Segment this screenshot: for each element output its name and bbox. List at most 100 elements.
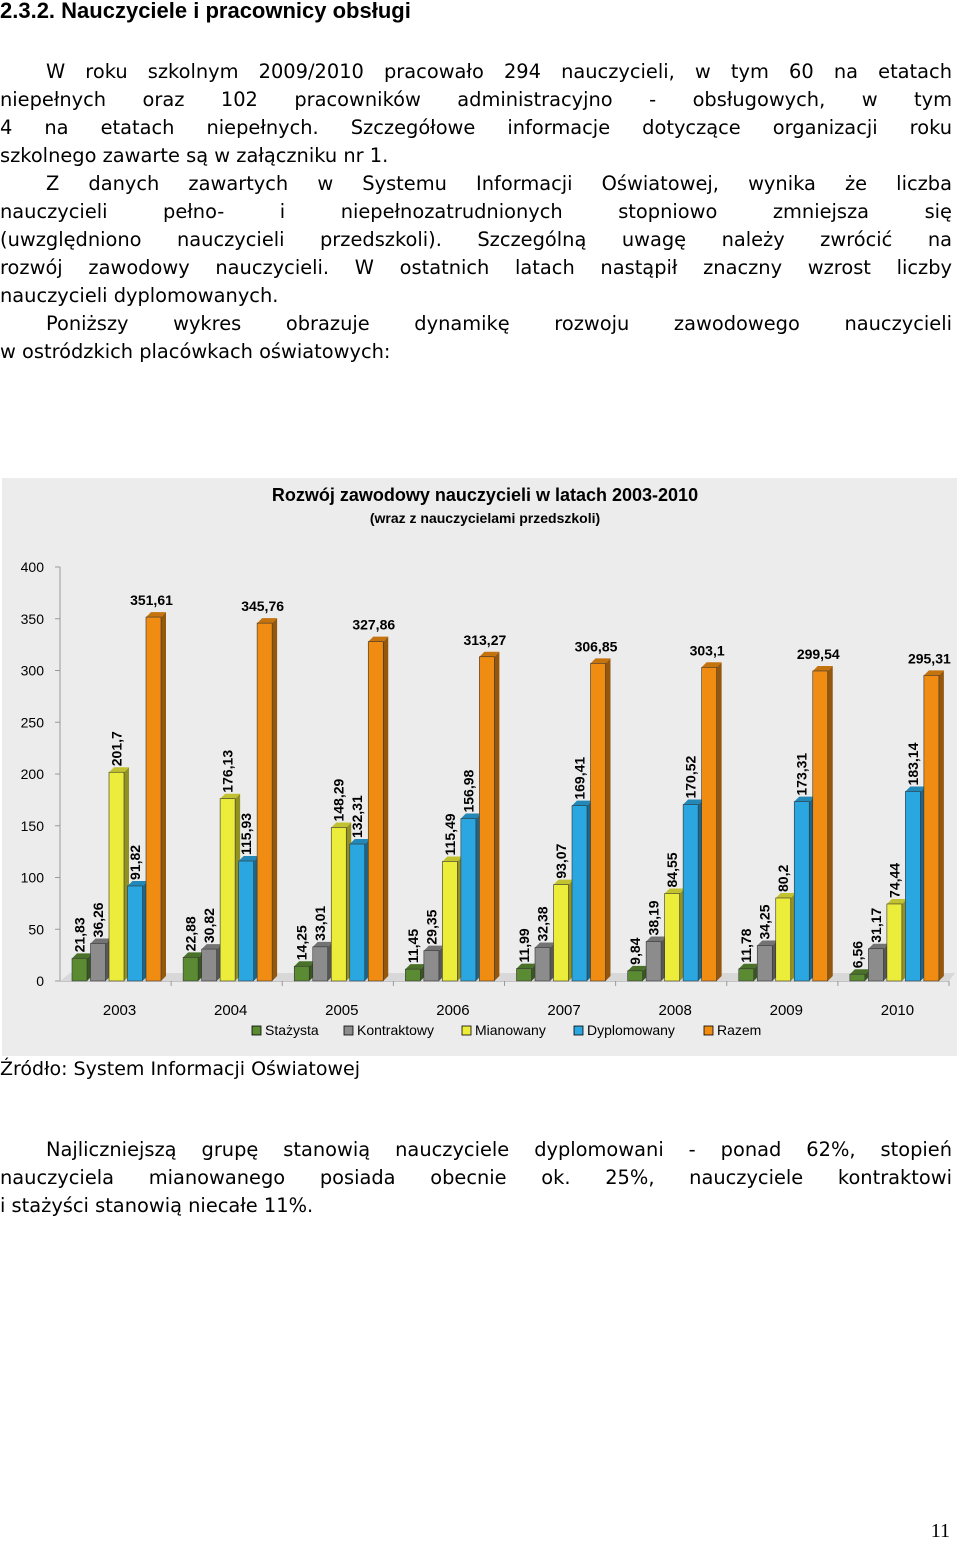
paragraph-line: nauczycieli pełno- i niepełnozatrudniony…	[0, 200, 952, 223]
x-tick-label: 2009	[770, 1002, 803, 1019]
data-label: 295,31	[908, 650, 951, 666]
data-label: 183,14	[905, 742, 921, 785]
bar	[571, 805, 588, 982]
paragraph-line: nauczyciela mianowanego posiada obecnie …	[0, 1166, 952, 1189]
legend-label: Kontraktowy	[357, 1022, 434, 1038]
legend-label: Stażysta	[265, 1022, 319, 1038]
data-label: 351,61	[130, 592, 173, 608]
bar	[627, 970, 643, 982]
bar	[738, 968, 755, 982]
data-label: 91,82	[127, 845, 143, 880]
bar	[849, 973, 866, 982]
bar-top	[757, 940, 778, 946]
bar-side	[494, 651, 500, 981]
x-tick-label: 2006	[436, 1002, 469, 1019]
data-label: 176,13	[220, 750, 236, 793]
bar-side	[272, 618, 278, 981]
data-label: 299,54	[797, 646, 840, 662]
bar-top	[90, 938, 111, 944]
chart-title: Rozwój zawodowy nauczycieli w latach 200…	[272, 485, 698, 505]
bar-top	[923, 670, 944, 676]
bar-side	[938, 670, 944, 981]
bar-top	[294, 961, 315, 967]
data-label: 115,49	[442, 813, 458, 855]
data-label: 313,27	[463, 632, 506, 648]
bar	[256, 622, 273, 982]
data-label: 33,01	[312, 906, 328, 941]
bar	[905, 791, 921, 982]
bar-top	[405, 964, 426, 970]
data-label: 93,07	[553, 843, 569, 878]
bar-top	[146, 612, 166, 618]
paragraph-line: 4 na etatach niepełnych. Szczegółowe inf…	[0, 116, 952, 139]
bar	[201, 948, 217, 982]
data-label: 34,25	[757, 904, 773, 939]
data-label: 115,93	[238, 813, 254, 855]
bar-side	[716, 662, 722, 981]
bar	[756, 945, 773, 982]
bar-top	[516, 963, 537, 969]
paragraph-line: szkolnego zawarte są w załączniku nr 1.	[0, 144, 389, 167]
bar-top	[442, 856, 463, 862]
bar-top	[368, 636, 389, 642]
bar-top	[794, 796, 815, 802]
bar-chart: Rozwój zawodowy nauczycieli w latach 200…	[21, 485, 955, 1038]
paragraph-line: nauczycieli dyplomowanych.	[0, 284, 279, 307]
legend-swatch	[343, 1025, 354, 1036]
data-label: 327,86	[352, 617, 395, 633]
data-label: 74,44	[886, 863, 902, 898]
bar-top	[183, 952, 204, 958]
bar	[238, 860, 254, 982]
bar	[590, 663, 606, 982]
data-label: 201,7	[109, 731, 125, 766]
legend-label: Razem	[717, 1022, 761, 1038]
legend-swatch	[573, 1025, 584, 1036]
bar-top	[257, 618, 278, 624]
data-label: 84,55	[664, 852, 680, 887]
bar-side	[827, 665, 833, 981]
y-tick-label: 150	[21, 818, 45, 834]
y-tick-label: 50	[28, 921, 44, 937]
legend-swatch	[703, 1025, 714, 1036]
x-tick-label: 2003	[103, 1002, 136, 1019]
bar-top	[201, 944, 222, 950]
data-label: 29,35	[423, 909, 439, 944]
bar-top	[238, 856, 259, 862]
paragraph-line: W roku szkolnym 2009/2010 pracowało 294 …	[46, 60, 952, 83]
data-label: 14,25	[294, 925, 310, 960]
bar-top	[701, 662, 722, 668]
bar-side	[605, 658, 611, 981]
bar	[682, 804, 699, 982]
data-label: 11,99	[516, 928, 532, 962]
data-label: 30,82	[201, 908, 217, 943]
data-label: 170,52	[683, 755, 699, 798]
bar-top	[738, 963, 759, 969]
bar-top	[590, 658, 611, 664]
data-label: 32,38	[535, 906, 551, 941]
data-label: 156,98	[460, 769, 476, 812]
bar	[664, 893, 680, 982]
chart-floor	[60, 973, 955, 981]
y-tick-label: 300	[21, 663, 45, 679]
paragraph-line: Z danych zawartych w Systemu Informacji …	[46, 172, 952, 195]
data-label: 148,29	[331, 778, 347, 821]
bar-side	[383, 636, 389, 981]
bar	[330, 827, 347, 982]
bar	[127, 885, 143, 982]
bar	[868, 948, 884, 982]
bar-top	[423, 945, 444, 951]
x-tick-label: 2007	[547, 1002, 580, 1019]
data-label: 303,1	[690, 642, 725, 658]
bar-top	[479, 651, 500, 657]
bar-top	[349, 839, 370, 845]
bar	[423, 950, 440, 982]
bar	[90, 943, 106, 982]
data-label: 36,26	[90, 902, 106, 937]
data-label: 173,31	[794, 753, 810, 796]
x-tick-label: 2005	[325, 1002, 358, 1019]
data-label: 6,56	[849, 941, 865, 968]
paragraph-line: w ostródzkich placówkach oświatowych:	[0, 340, 391, 363]
bar-top	[127, 880, 148, 886]
y-tick-label: 200	[21, 766, 45, 782]
data-label: 80,2	[775, 865, 791, 892]
